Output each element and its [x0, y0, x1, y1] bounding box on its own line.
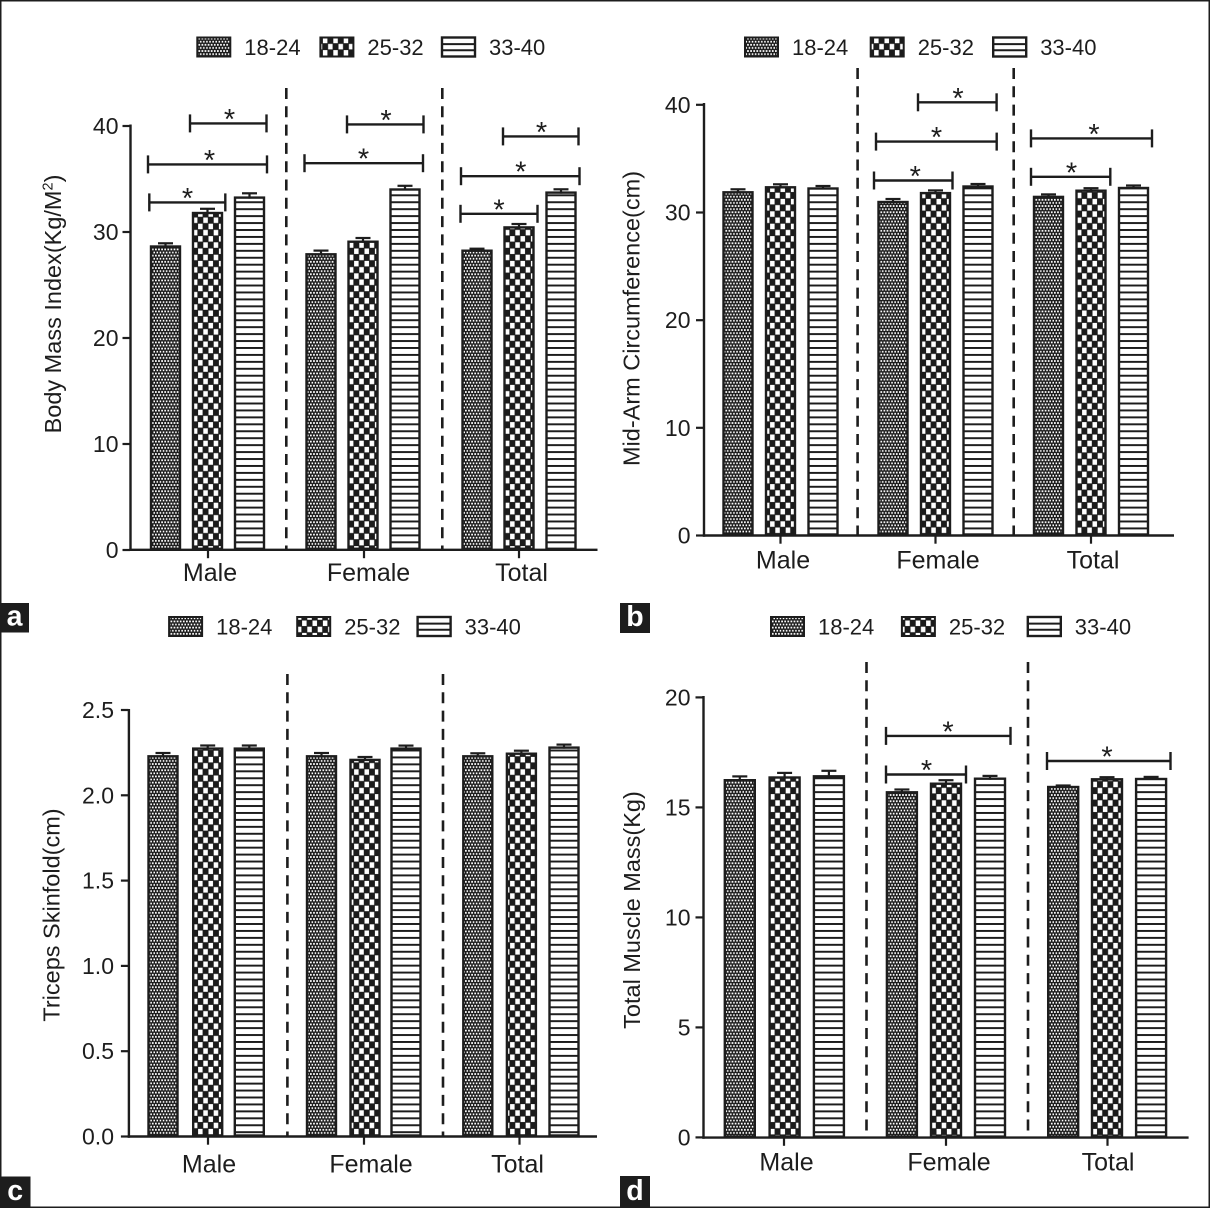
svg-text:30: 30 — [665, 200, 691, 226]
svg-text:Male: Male — [759, 1149, 813, 1177]
svg-text:5: 5 — [678, 1014, 691, 1040]
svg-text:*: * — [952, 83, 963, 115]
svg-text:2.5: 2.5 — [82, 697, 114, 723]
svg-text:*: * — [1088, 119, 1099, 151]
svg-text:*: * — [910, 161, 921, 193]
svg-text:20: 20 — [665, 307, 691, 333]
svg-text:33-40: 33-40 — [1040, 35, 1096, 60]
svg-text:Total: Total — [491, 1151, 544, 1179]
svg-text:18-24: 18-24 — [244, 35, 300, 60]
svg-text:a: a — [7, 601, 24, 633]
svg-text:Male: Male — [182, 1151, 236, 1179]
svg-text:*: * — [536, 117, 547, 149]
svg-text:0: 0 — [678, 1124, 691, 1150]
svg-text:0.5: 0.5 — [82, 1038, 114, 1064]
svg-text:Mid-Arm Circumference(cm): Mid-Arm Circumference(cm) — [619, 171, 645, 466]
svg-text:25-32: 25-32 — [949, 615, 1005, 640]
svg-text:25-32: 25-32 — [344, 615, 400, 640]
svg-text:*: * — [942, 716, 953, 748]
svg-text:1.5: 1.5 — [82, 868, 114, 894]
svg-text:Male: Male — [183, 559, 237, 587]
svg-text:40: 40 — [93, 113, 119, 139]
svg-text:1.0: 1.0 — [82, 953, 114, 979]
svg-text:30: 30 — [93, 219, 119, 245]
svg-text:Total: Total — [1067, 547, 1120, 575]
svg-text:10: 10 — [665, 904, 691, 930]
svg-text:Triceps Skinfold(cm): Triceps Skinfold(cm) — [39, 808, 65, 1021]
svg-text:33-40: 33-40 — [1075, 615, 1131, 640]
svg-text:Total: Total — [1082, 1149, 1135, 1177]
svg-text:0.0: 0.0 — [82, 1124, 114, 1150]
svg-text:c: c — [7, 1175, 23, 1207]
svg-text:Male: Male — [756, 547, 810, 575]
svg-text:20: 20 — [665, 684, 691, 710]
svg-text:33-40: 33-40 — [465, 615, 521, 640]
svg-text:*: * — [921, 755, 932, 787]
svg-text:Female: Female — [907, 1149, 990, 1177]
svg-text:*: * — [204, 145, 215, 177]
svg-text:*: * — [182, 183, 193, 215]
svg-text:Total: Total — [495, 559, 548, 587]
svg-text:Female: Female — [329, 1151, 412, 1179]
svg-text:*: * — [380, 105, 391, 137]
svg-text:20: 20 — [93, 325, 119, 351]
svg-text:2.0: 2.0 — [82, 782, 114, 808]
svg-text:18-24: 18-24 — [818, 615, 874, 640]
svg-text:18-24: 18-24 — [216, 615, 272, 640]
svg-text:*: * — [931, 122, 942, 154]
svg-text:10: 10 — [665, 415, 691, 441]
svg-text:Female: Female — [896, 547, 979, 575]
svg-text:25-32: 25-32 — [367, 35, 423, 60]
svg-text:15: 15 — [665, 794, 691, 820]
svg-text:0: 0 — [678, 523, 691, 549]
svg-text:18-24: 18-24 — [792, 35, 848, 60]
svg-text:*: * — [1101, 742, 1112, 774]
svg-text:*: * — [493, 194, 504, 226]
svg-text:Female: Female — [327, 559, 410, 587]
svg-text:10: 10 — [93, 431, 119, 457]
svg-text:*: * — [1066, 157, 1077, 189]
svg-text:Body Mass Index(Kg/M2): Body Mass Index(Kg/M2) — [40, 175, 66, 434]
svg-text:33-40: 33-40 — [489, 35, 545, 60]
svg-text:Total Muscle Mass(Kg): Total Muscle Mass(Kg) — [619, 791, 645, 1029]
svg-text:25-32: 25-32 — [918, 35, 974, 60]
svg-text:d: d — [626, 1175, 643, 1207]
svg-text:*: * — [358, 144, 369, 176]
svg-text:40: 40 — [665, 92, 691, 118]
svg-text:*: * — [515, 157, 526, 189]
svg-text:0: 0 — [106, 537, 119, 563]
svg-text:*: * — [224, 104, 235, 136]
svg-text:b: b — [626, 601, 643, 633]
